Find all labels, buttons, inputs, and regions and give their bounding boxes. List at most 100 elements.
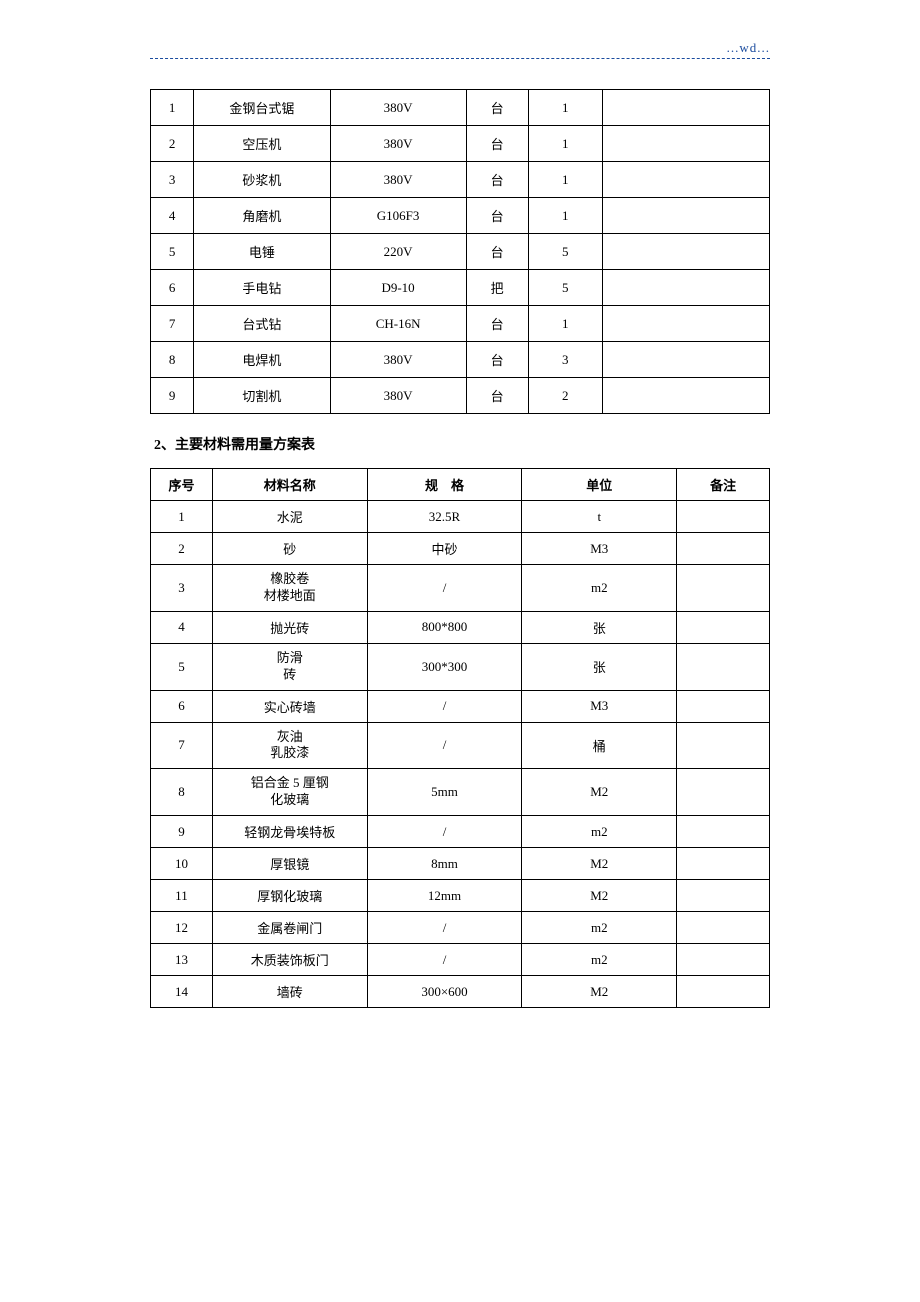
table-cell: M3 bbox=[522, 690, 677, 722]
table-cell: 金钢台式锯 bbox=[194, 90, 330, 126]
table-cell: 实心砖墙 bbox=[212, 690, 367, 722]
table-cell: M2 bbox=[522, 769, 677, 816]
table-cell bbox=[602, 162, 769, 198]
table-row: 3橡胶卷材楼地面/m2 bbox=[151, 565, 770, 612]
table-cell bbox=[677, 643, 770, 690]
section-title: 2、主要材料需用量方案表 bbox=[150, 434, 770, 454]
table-cell: m2 bbox=[522, 565, 677, 612]
table-cell: 7 bbox=[151, 722, 213, 769]
table-cell: m2 bbox=[522, 912, 677, 944]
table-row: 6手电钻D9-10把5 bbox=[151, 270, 770, 306]
table-cell: / bbox=[367, 690, 522, 722]
table-cell: 2 bbox=[528, 378, 602, 414]
table-cell: 4 bbox=[151, 198, 194, 234]
table-cell: / bbox=[367, 944, 522, 976]
table-row: 9轻钢龙骨埃特板/m2 bbox=[151, 816, 770, 848]
table-cell: 3 bbox=[151, 162, 194, 198]
table-row: 5防滑砖300*300张 bbox=[151, 643, 770, 690]
table-cell: M2 bbox=[522, 976, 677, 1008]
table-cell: 橡胶卷材楼地面 bbox=[212, 565, 367, 612]
table-row: 2砂中砂M3 bbox=[151, 533, 770, 565]
table-cell: 8 bbox=[151, 769, 213, 816]
table-cell bbox=[602, 378, 769, 414]
table-cell bbox=[677, 611, 770, 643]
table-cell: 张 bbox=[522, 611, 677, 643]
table-cell: 1 bbox=[528, 162, 602, 198]
table-cell: 380V bbox=[330, 342, 466, 378]
table-row: 8铝合金 5 厘钢化玻璃5mmM2 bbox=[151, 769, 770, 816]
table-cell: 台 bbox=[466, 234, 528, 270]
table-cell: 把 bbox=[466, 270, 528, 306]
table-cell bbox=[602, 306, 769, 342]
table-cell: 220V bbox=[330, 234, 466, 270]
table-cell: 380V bbox=[330, 90, 466, 126]
table-cell: 3 bbox=[528, 342, 602, 378]
table-cell: 木质装饰板门 bbox=[212, 944, 367, 976]
page-header: ...wd... bbox=[150, 40, 770, 59]
table-cell: D9-10 bbox=[330, 270, 466, 306]
table-cell: 300*300 bbox=[367, 643, 522, 690]
table-row: 9切割机380V台2 bbox=[151, 378, 770, 414]
table-cell: 空压机 bbox=[194, 126, 330, 162]
table-cell: 防滑砖 bbox=[212, 643, 367, 690]
table-cell bbox=[677, 816, 770, 848]
table-column-header: 单位 bbox=[522, 469, 677, 501]
table-cell: 5 bbox=[151, 643, 213, 690]
table-row: 4角磨机G106F3台1 bbox=[151, 198, 770, 234]
table-cell: 10 bbox=[151, 848, 213, 880]
table-cell: / bbox=[367, 565, 522, 612]
header-text: ...wd... bbox=[727, 40, 770, 55]
table-cell: M3 bbox=[522, 533, 677, 565]
table-cell: 380V bbox=[330, 162, 466, 198]
table-cell: 3 bbox=[151, 565, 213, 612]
table-cell: 铝合金 5 厘钢化玻璃 bbox=[212, 769, 367, 816]
table-cell: 1 bbox=[151, 501, 213, 533]
table-cell: 9 bbox=[151, 378, 194, 414]
table-cell: 5mm bbox=[367, 769, 522, 816]
table-cell bbox=[677, 565, 770, 612]
table-cell: 手电钻 bbox=[194, 270, 330, 306]
table-cell: M2 bbox=[522, 880, 677, 912]
table-cell: 6 bbox=[151, 690, 213, 722]
table-cell: 300×600 bbox=[367, 976, 522, 1008]
table-cell: 12 bbox=[151, 912, 213, 944]
table-cell: 台 bbox=[466, 126, 528, 162]
table-row: 13木质装饰板门/m2 bbox=[151, 944, 770, 976]
table-cell: M2 bbox=[522, 848, 677, 880]
table-cell: 5 bbox=[151, 234, 194, 270]
table-cell bbox=[602, 90, 769, 126]
table-cell: 厚钢化玻璃 bbox=[212, 880, 367, 912]
table-cell: 台 bbox=[466, 378, 528, 414]
table-cell: 张 bbox=[522, 643, 677, 690]
table-cell: 砂 bbox=[212, 533, 367, 565]
table-cell: m2 bbox=[522, 944, 677, 976]
table-cell: / bbox=[367, 722, 522, 769]
table-cell bbox=[677, 848, 770, 880]
table-cell: 砂浆机 bbox=[194, 162, 330, 198]
table-cell bbox=[677, 912, 770, 944]
table-cell: 32.5R bbox=[367, 501, 522, 533]
table-cell: 水泥 bbox=[212, 501, 367, 533]
table-cell: 台 bbox=[466, 306, 528, 342]
table-row: 8电焊机380V台3 bbox=[151, 342, 770, 378]
table-cell: t bbox=[522, 501, 677, 533]
table-cell: / bbox=[367, 912, 522, 944]
table-cell: m2 bbox=[522, 816, 677, 848]
table-column-header: 序号 bbox=[151, 469, 213, 501]
table-cell bbox=[677, 722, 770, 769]
table-cell: 8mm bbox=[367, 848, 522, 880]
table-cell: 台 bbox=[466, 90, 528, 126]
table-cell: 厚银镜 bbox=[212, 848, 367, 880]
table-cell: / bbox=[367, 816, 522, 848]
table-cell: 800*800 bbox=[367, 611, 522, 643]
table-cell bbox=[677, 769, 770, 816]
table-cell: 轻钢龙骨埃特板 bbox=[212, 816, 367, 848]
table-cell: 台式钻 bbox=[194, 306, 330, 342]
table-column-header: 备注 bbox=[677, 469, 770, 501]
table-cell: 13 bbox=[151, 944, 213, 976]
table-cell: 380V bbox=[330, 126, 466, 162]
table-cell: 1 bbox=[528, 198, 602, 234]
table-cell: 1 bbox=[528, 306, 602, 342]
table-cell: G106F3 bbox=[330, 198, 466, 234]
table-row: 12金属卷闸门/m2 bbox=[151, 912, 770, 944]
